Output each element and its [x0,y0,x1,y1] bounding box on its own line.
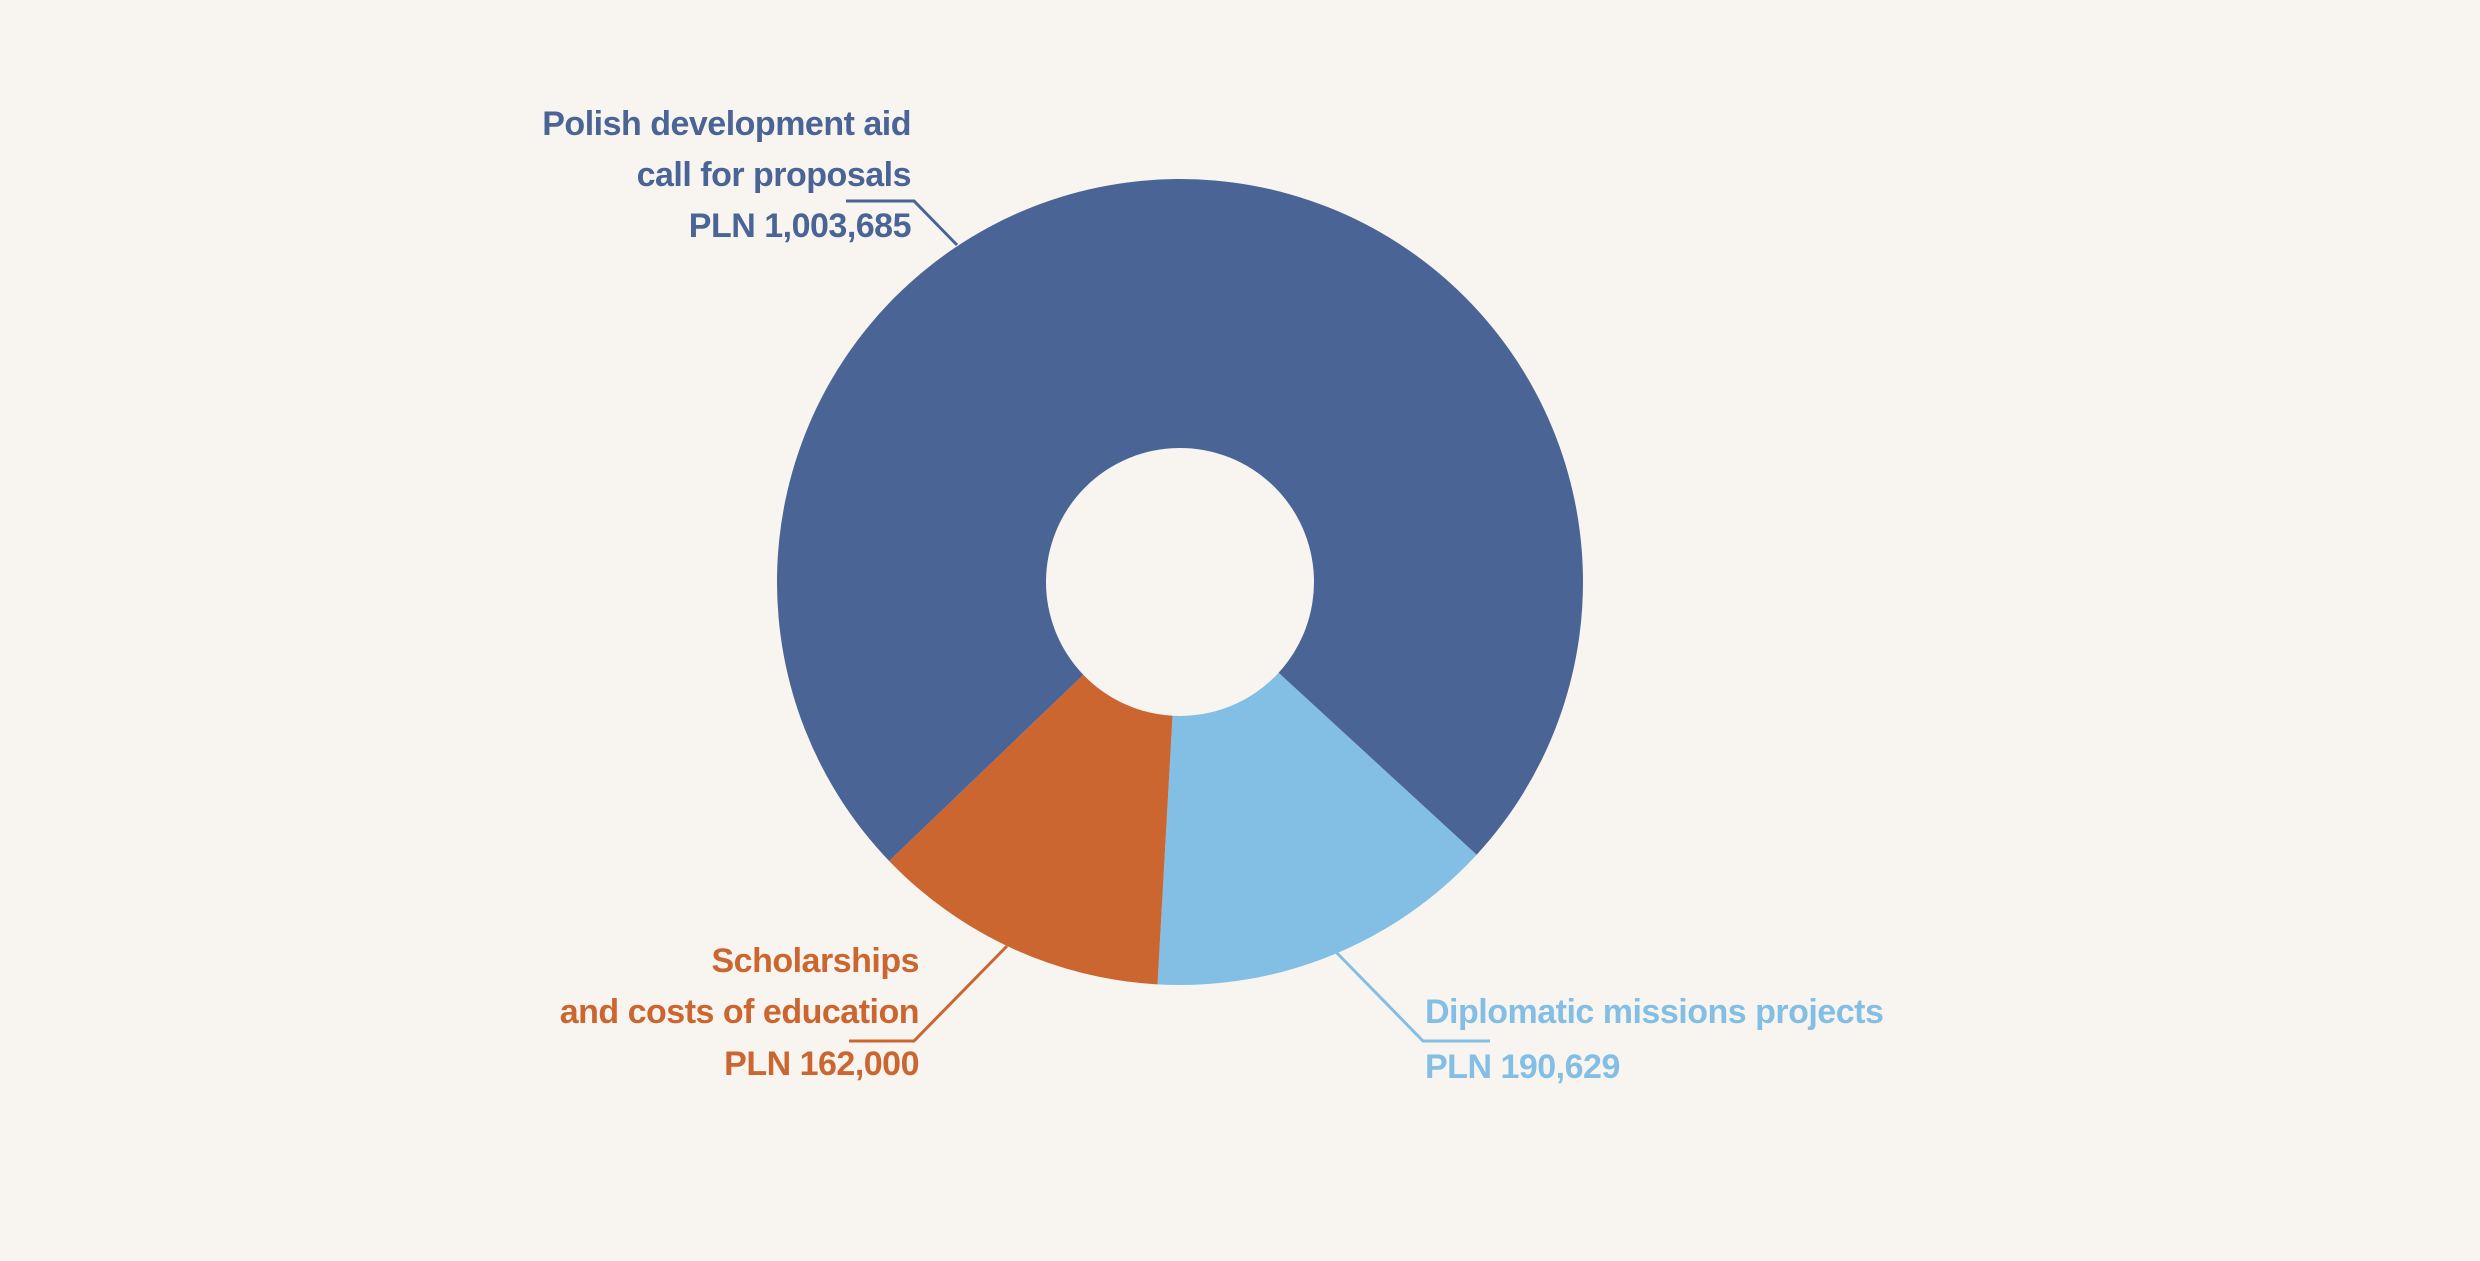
donut-slice [1157,672,1477,985]
leader-line [1334,950,1490,1043]
leader-line [849,944,1009,1043]
value-label: PLN 1,003,685 [689,207,911,245]
donut-slice [889,674,1173,985]
slice-label: and costs of education [560,993,919,1031]
leader-line [846,199,959,247]
value-label: PLN 162,000 [724,1045,919,1083]
slice-label: Diplomatic missions projects [1425,993,1883,1031]
slice-label: Polish development aid [542,105,911,143]
slice-label: Scholarships [711,942,919,980]
value-label: PLN 190,629 [1425,1048,1620,1086]
donut-slice [776,178,1583,861]
slice-label: call for proposals [637,156,911,194]
